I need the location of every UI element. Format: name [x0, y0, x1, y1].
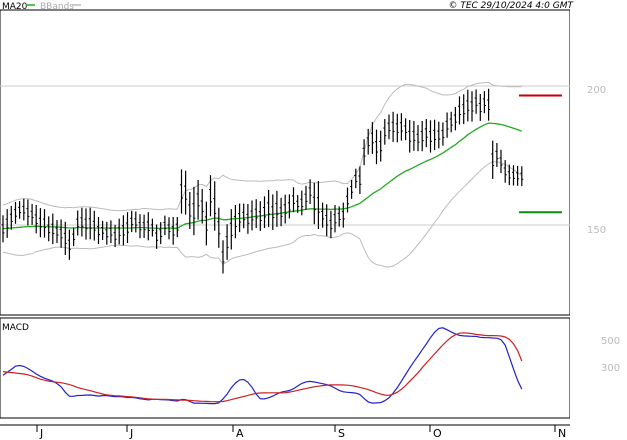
month-label: N: [558, 427, 566, 440]
copyright-text: © TEC 29/10/2024 4:0 GMT: [448, 1, 574, 11]
bollinger-bands: [2, 81, 523, 268]
macd-title: MACD: [2, 323, 29, 333]
price-axis-label-150: 150: [587, 225, 606, 236]
month-label: J: [39, 427, 43, 440]
right-axis: [570, 0, 627, 425]
month-label: J: [129, 427, 133, 440]
price-bars: [1, 88, 524, 274]
macd-axis-label-500: 500: [601, 336, 620, 347]
price-panel-frame: [0, 9, 571, 316]
ma20-legend-text: MA20: [2, 2, 28, 12]
month-label: O: [433, 427, 442, 440]
bbands-legend-text: BBands: [40, 2, 74, 12]
ma20-layer: [2, 122, 523, 230]
macd-lines: [2, 327, 523, 405]
price-panel: 197.04163.00: [0, 9, 609, 316]
macd-line: [2, 327, 523, 405]
month-label: S: [338, 427, 345, 440]
legend: MA20 BBands: [2, 2, 81, 12]
ma20-line: [2, 122, 523, 230]
signal-line: [2, 332, 523, 403]
macd-panel: [0, 317, 571, 419]
macd-axis-label-300: 300: [601, 363, 620, 374]
bb-upper-line: [2, 81, 522, 212]
month-label: A: [236, 427, 244, 440]
price-axis-label-200: 200: [587, 85, 606, 96]
bb-lower-line: [2, 161, 523, 268]
macd-panel-frame: [0, 317, 571, 419]
